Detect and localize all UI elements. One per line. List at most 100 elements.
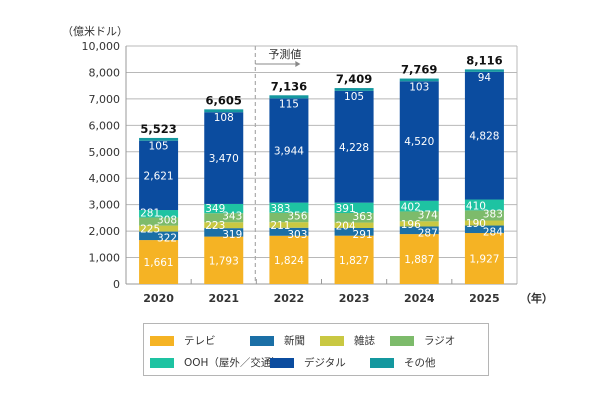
legend-swatch bbox=[390, 335, 414, 346]
segment-value-label: 204 bbox=[336, 220, 356, 232]
segment-value-label: 103 bbox=[409, 81, 429, 93]
segment-value-label: 223 bbox=[205, 220, 225, 232]
bar-segment bbox=[464, 199, 504, 211]
legend-item: テレビ bbox=[150, 333, 216, 348]
bar-segment bbox=[464, 233, 504, 284]
bar-segment bbox=[204, 109, 244, 113]
bar-segment bbox=[204, 228, 244, 237]
bar-segment bbox=[399, 234, 439, 284]
bar-segment bbox=[139, 210, 179, 218]
bar-segment bbox=[269, 227, 309, 236]
x-tick-label: 2024 bbox=[404, 292, 435, 305]
total-value-label: 8,116 bbox=[466, 53, 502, 67]
legend-item: 雑誌 bbox=[320, 333, 375, 348]
legend-label: その他 bbox=[404, 357, 436, 369]
segment-value-label: 190 bbox=[466, 218, 486, 230]
x-tick-label: 2021 bbox=[208, 292, 239, 305]
segment-value-label: 105 bbox=[344, 91, 364, 103]
legend-label: OOH（屋外／交通） bbox=[184, 357, 282, 369]
segment-value-label: 383 bbox=[270, 203, 290, 215]
segment-value-label: 383 bbox=[483, 208, 503, 220]
forecast-arrow-head bbox=[295, 61, 301, 67]
legend-label: ラジオ bbox=[424, 335, 456, 347]
segment-value-label: 94 bbox=[478, 72, 492, 84]
bar-segment bbox=[139, 240, 179, 284]
segment-value-label: 319 bbox=[222, 229, 242, 241]
bar-segment bbox=[139, 137, 179, 141]
stacked-bar-chart: （億米ドル） 0 1,000 2,000 3,000 4,000 5,000 6,000 7,… bbox=[62, 25, 553, 305]
segment-value-label: 3,944 bbox=[274, 145, 304, 157]
segment-value-label: 4,520 bbox=[404, 136, 434, 148]
y-tick-label: 7,000 bbox=[89, 93, 121, 106]
segment-value-label: 108 bbox=[214, 112, 234, 124]
legend-swatch bbox=[150, 335, 174, 346]
bar-segment bbox=[139, 140, 179, 211]
y-tick-label: 4,000 bbox=[89, 172, 121, 185]
bar-segment bbox=[204, 213, 244, 223]
segment-value-label: 4,228 bbox=[339, 142, 369, 154]
forecast-marker: 予測値 bbox=[254, 46, 301, 284]
legend-label: デジタル bbox=[304, 357, 346, 369]
segment-value-label: 284 bbox=[483, 227, 503, 239]
legend-label: 新聞 bbox=[284, 335, 305, 347]
segment-value-label: 291 bbox=[353, 229, 373, 241]
legend-item: OOH（屋外／交通） bbox=[150, 355, 282, 370]
segment-value-label: 308 bbox=[157, 215, 177, 227]
segment-value-label: 281 bbox=[140, 207, 160, 219]
bar-segment bbox=[399, 221, 439, 227]
bar-segment bbox=[139, 217, 179, 226]
y-tick-label: 2,000 bbox=[89, 225, 121, 238]
total-value-label: 5,523 bbox=[140, 122, 176, 136]
y-tick-label: 6,000 bbox=[89, 119, 121, 132]
bar-segment bbox=[334, 212, 374, 223]
x-tick-label: 2022 bbox=[274, 292, 305, 305]
segment-value-label: 402 bbox=[401, 201, 421, 213]
bar-segment bbox=[399, 211, 439, 222]
bar-segment bbox=[464, 225, 504, 234]
segment-value-label: 303 bbox=[287, 229, 307, 241]
bar-segment bbox=[334, 235, 374, 284]
bar-segment bbox=[139, 231, 179, 241]
bar-segment bbox=[464, 69, 504, 72]
y-tick-label: 0 bbox=[113, 278, 120, 291]
segment-value-label: 356 bbox=[287, 210, 307, 222]
segment-value-label: 1,824 bbox=[274, 255, 304, 267]
segment-value-label: 225 bbox=[140, 224, 160, 236]
legend-item: その他 bbox=[370, 355, 436, 370]
segment-value-label: 4,828 bbox=[469, 131, 499, 143]
total-value-label: 7,136 bbox=[271, 79, 307, 93]
x-tick-label: 2023 bbox=[339, 292, 370, 305]
bar-segment bbox=[334, 222, 374, 228]
segment-value-label: 363 bbox=[353, 211, 373, 223]
segment-value-label: 1,887 bbox=[404, 254, 434, 266]
legend-item: デジタル bbox=[270, 355, 346, 370]
x-axis-ticks: 2020 2021 2022 2023 2024 2025 bbox=[143, 292, 499, 305]
bar-segment bbox=[204, 203, 244, 214]
forecast-label: 予測値 bbox=[268, 47, 301, 61]
legend-label: テレビ bbox=[184, 335, 216, 347]
segment-value-label: 322 bbox=[157, 233, 177, 245]
segment-value-label: 3,470 bbox=[209, 153, 239, 165]
bar-segment bbox=[204, 222, 244, 229]
legend-swatch bbox=[250, 335, 274, 346]
segment-value-label: 343 bbox=[222, 211, 242, 223]
bar-segment bbox=[399, 200, 439, 212]
gridlines bbox=[125, 45, 518, 285]
total-value-label: 7,409 bbox=[336, 72, 372, 86]
segment-value-label: 287 bbox=[418, 228, 438, 240]
y-tick-label: 8,000 bbox=[89, 66, 121, 79]
legend-item: 新聞 bbox=[250, 333, 305, 348]
legend-swatch bbox=[320, 335, 344, 346]
legend: テレビ 新聞 雑誌 ラジオ OOH（屋外／交通） デジタル その他 bbox=[143, 323, 489, 376]
y-tick-label: 1,000 bbox=[89, 252, 121, 265]
bar-segment bbox=[269, 95, 309, 99]
bar-segment bbox=[399, 78, 439, 82]
legend-label: 雑誌 bbox=[354, 335, 375, 347]
